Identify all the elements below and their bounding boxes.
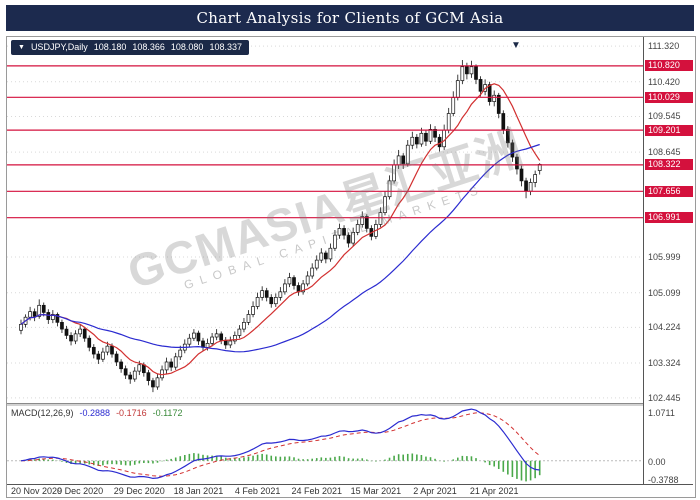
macd-main-value: -0.2888 (79, 408, 111, 418)
price-line-badge: 106.991 (645, 212, 693, 224)
macd-indicator-chart[interactable] (7, 406, 643, 484)
chart-area: GCMASIA星汇亚洲 GLOBAL CAPITAL MARKETS ▼ USD… (6, 36, 696, 498)
price-tick-label: 104.224 (648, 322, 681, 333)
price-tick-label: 110.420 (648, 76, 680, 87)
macd-header: MACD(12,26,9) -0.2888 -0.1716 -0.1172 (11, 408, 182, 418)
price-line-badge: 108.322 (645, 159, 693, 171)
macd-osma-value: -0.1172 (152, 408, 183, 418)
scroll-to-end-icon[interactable]: ▼ (511, 40, 521, 51)
price-tick-label: 102.445 (648, 392, 681, 403)
time-axis[interactable]: 20 Nov 2020 9 Dec 2020 29 Dec 2020 18 Jan 2… (7, 484, 693, 497)
macd-tick-label: -0.3788 (648, 475, 679, 485)
price-axis[interactable]: 111.320 110.420 109.545 108.645 105.999 105.0… (643, 37, 694, 485)
time-tick-label: 4 Feb 2021 (234, 486, 281, 496)
symbol-info-box[interactable]: ▼ USDJPY,Daily 108.180 108.366 108.080 1… (11, 40, 249, 55)
main-price-chart[interactable] (7, 37, 643, 404)
ma-40-line (20, 143, 540, 353)
macd-histogram (24, 453, 541, 482)
page-title: Chart Analysis for Clients of GCM Asia (196, 9, 504, 27)
chevron-down-icon[interactable]: ▼ (18, 44, 25, 51)
macd-tick-label: 0.00 (648, 456, 666, 467)
ohlc-close-value: 108.337 (209, 42, 242, 52)
macd-label: MACD(12,26,9) (11, 408, 74, 418)
macd-line (20, 408, 540, 480)
time-tick-label: 21 Apr 2021 (469, 486, 519, 496)
macd-signal-value: -0.1716 (116, 408, 147, 418)
time-tick-label: 2 Apr 2021 (413, 486, 457, 496)
ohlc-open-value: 108.180 (93, 42, 127, 52)
price-tick-label: 105.099 (648, 287, 681, 298)
time-tick-label: 20 Nov 2020 (11, 486, 63, 496)
price-tick-label: 105.999 (648, 252, 681, 262)
price-tick-label: 108.645 (648, 147, 681, 158)
candles-layer (19, 59, 542, 393)
time-tick-label: 29 Dec 2020 (113, 486, 165, 496)
time-tick-label: 18 Jan 2021 (173, 486, 224, 496)
ohlc-low-value: 108.080 (170, 42, 204, 52)
panel-separator (7, 403, 643, 406)
price-gridlines (7, 45, 643, 399)
price-line-badge: 110.029 (645, 91, 693, 103)
time-tick-label: 24 Feb 2021 (291, 486, 343, 496)
price-line-badge: 109.201 (645, 124, 693, 136)
macd-tick-label: 1.0711 (648, 408, 675, 418)
price-line-badge: 107.656 (645, 185, 693, 197)
price-tick-label: 103.324 (648, 358, 681, 369)
ohlc-high-value: 108.366 (132, 42, 165, 52)
price-tick-label: 109.545 (648, 111, 681, 122)
ma-10-line (20, 83, 541, 376)
macd-signal-line (20, 412, 541, 477)
resistance-lines[interactable] (7, 65, 643, 219)
title-bar: Chart Analysis for Clients of GCM Asia (6, 5, 694, 31)
price-line-badge: 110.820 (645, 60, 693, 72)
symbol-timeframe-label: USDJPY,Daily (30, 42, 88, 52)
price-tick-label: 111.320 (648, 41, 680, 52)
time-tick-label: 15 Mar 2021 (350, 486, 402, 496)
time-tick-label: 9 Dec 2020 (57, 486, 104, 496)
